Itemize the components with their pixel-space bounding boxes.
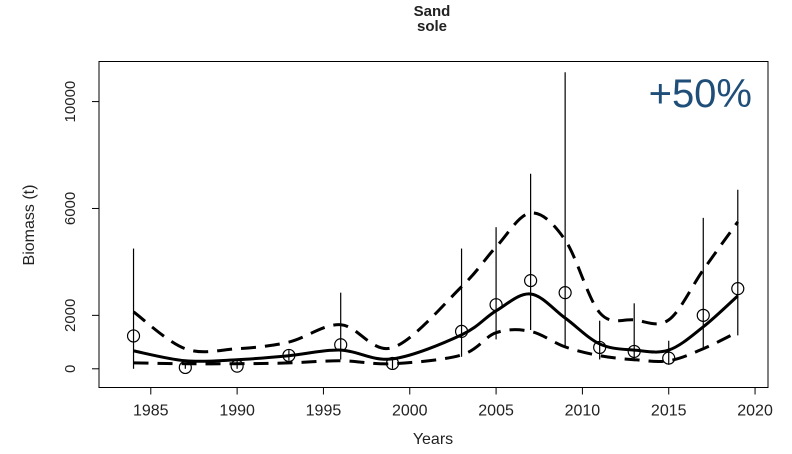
observation-point [385,356,400,371]
observation-point [454,324,469,338]
observation-point [282,348,296,363]
observation-point [178,360,192,375]
y-axis-label: Biomass (t) [21,185,38,266]
chart-title: Sand [414,3,451,20]
plot-frame [98,61,769,388]
observation-point [334,338,348,352]
x-tick-label: 2015 [651,403,687,420]
observation-point [731,282,745,296]
observation-point [489,298,503,312]
observation-point [126,329,141,343]
x-tick-label: 2010 [565,403,601,420]
chart-title: sole [417,18,447,35]
x-tick-label: 2020 [737,403,773,420]
annotation: +50% [649,72,752,116]
observation-point [230,359,244,373]
observation-point [627,344,641,359]
y-tick-label: 6000 [62,192,79,225]
x-tick-label: 1995 [306,403,342,420]
x-axis-label: Years [413,431,453,448]
x-tick-label: 2000 [392,403,428,420]
y-tick-label: 0 [62,365,79,373]
x-tick-label: 1985 [133,403,169,420]
x-tick-label: 1990 [219,403,255,420]
observation-point [696,308,710,322]
y-tick-label: 10000 [62,81,79,123]
observation-point [558,286,572,300]
observation-point [593,340,607,355]
x-tick-label: 2005 [478,403,514,420]
observation-point [662,351,676,365]
observation-point [524,274,538,288]
upper-band [132,211,740,354]
y-tick-label: 2000 [62,299,79,332]
